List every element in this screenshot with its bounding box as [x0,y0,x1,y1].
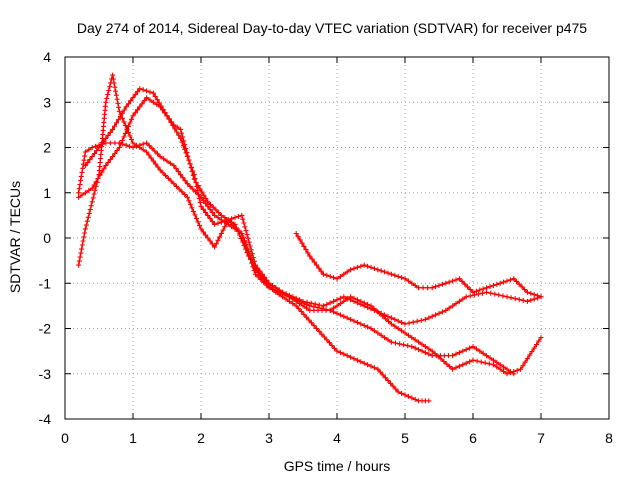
y-tick-label: 2 [43,140,51,156]
x-tick-label: 8 [605,430,613,446]
x-tick-label: 7 [537,430,545,446]
x-tick-label: 4 [333,430,341,446]
x-tick-label: 2 [197,430,205,446]
chart-title: Day 274 of 2014, Sidereal Day-to-day VTE… [77,20,587,36]
series-trace-d [76,95,432,404]
y-tick-label: -4 [39,411,52,427]
series-markers [76,72,517,377]
x-tick-label: 0 [61,430,69,446]
series-trace-c [76,72,517,377]
x-tick-label: 6 [469,430,477,446]
y-tick-label: 3 [43,94,51,110]
x-tick-label: 3 [265,430,273,446]
x-axis-label: GPS time / hours [284,458,391,474]
y-tick-label: 4 [43,49,51,65]
x-tick-label: 1 [129,430,137,446]
series-markers [82,86,544,377]
series-line [77,142,542,325]
y-tick-label: -3 [39,366,52,382]
axis-ticks: 0 1 2 3 4 5 6 7 8 -4 -3 -2 -1 0 1 2 3 4 [39,49,614,446]
data-series [76,72,544,404]
series-line [77,74,515,375]
y-tick-label: 0 [43,230,51,246]
series-markers [293,231,544,300]
series-line [84,88,542,375]
series-trace-b [82,86,544,377]
series-trace-e [293,231,544,300]
series-markers [76,95,432,404]
x-tick-label: 5 [401,430,409,446]
y-axis-label: SDTVAR / TECUs [7,181,23,293]
y-tick-label: -2 [39,321,52,337]
grid-lines [65,57,609,419]
y-tick-label: -1 [39,275,52,291]
y-tick-label: 1 [43,185,51,201]
